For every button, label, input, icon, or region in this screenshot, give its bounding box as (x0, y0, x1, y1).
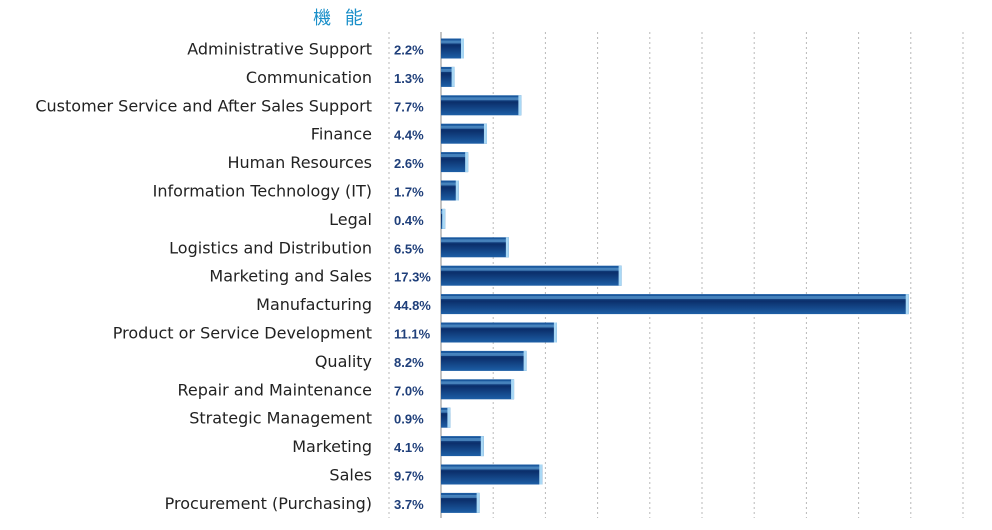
value-label: 0.9% (394, 412, 424, 427)
value-label: 7.0% (394, 383, 424, 398)
bar-end-cap (905, 294, 909, 315)
bar-highlight (441, 68, 455, 72)
bar-end-cap (523, 350, 527, 371)
bar-highlight (441, 154, 469, 158)
category-label: Marketing and Sales (209, 267, 372, 286)
bars (441, 38, 909, 513)
category-label: Finance (311, 125, 372, 144)
value-labels: 2.2% 1.3% 7.7% 4.4% 2.6% 1.7% 0.4% 6.5% 17.3% 44.… (394, 43, 431, 512)
bar-end-cap (451, 66, 455, 87)
bar-highlight (441, 494, 480, 498)
bar-highlight (441, 267, 622, 271)
value-label: 44.8% (394, 298, 431, 313)
category-label: Administrative Support (187, 40, 372, 59)
category-label: Procurement (Purchasing) (165, 494, 372, 513)
bar-end-cap (442, 208, 446, 229)
value-label: 2.2% (394, 43, 424, 58)
category-label: Quality (315, 352, 372, 371)
bar-highlight (441, 352, 527, 356)
category-label: Logistics and Distribution (169, 238, 372, 257)
bar-end-cap (505, 237, 509, 258)
category-label: Customer Service and After Sales Support (35, 96, 372, 115)
value-label: 11.1% (394, 327, 431, 342)
value-label: 4.4% (394, 128, 424, 143)
bar-end-cap (483, 123, 487, 144)
bar (441, 407, 451, 428)
value-label: 1.7% (394, 185, 424, 200)
category-label: Strategic Management (189, 409, 372, 428)
category-label: Product or Service Development (113, 324, 372, 343)
chart-title: 機 能 (313, 8, 367, 29)
bar-highlight (441, 438, 484, 442)
value-label: 3.7% (394, 497, 424, 512)
category-label: Repair and Maintenance (177, 380, 372, 399)
value-label: 8.2% (394, 355, 424, 370)
bar-end-cap (539, 464, 543, 485)
bar-highlight (441, 239, 509, 243)
category-label: Manufacturing (256, 295, 372, 314)
bar-highlight (441, 324, 557, 328)
category-labels: Administrative Support Communication Custo… (35, 40, 372, 513)
category-label: Sales (329, 466, 372, 485)
value-label: 7.7% (394, 99, 424, 114)
value-label: 6.5% (394, 241, 424, 256)
bar-end-cap (460, 38, 464, 59)
category-label: Information Technology (IT) (153, 182, 372, 201)
bar-highlight (441, 381, 515, 385)
bar-end-cap (447, 407, 451, 428)
bar-highlight (441, 182, 459, 186)
value-label: 9.7% (394, 469, 424, 484)
bar-end-cap (553, 322, 557, 343)
bar-end-cap (476, 492, 480, 513)
bar-end-cap (455, 180, 459, 201)
value-label: 2.6% (394, 156, 424, 171)
bar-highlight (441, 409, 451, 413)
bar-end-cap (480, 436, 484, 457)
value-label: 1.3% (394, 71, 424, 86)
bar-end-cap (618, 265, 622, 286)
bar-end-cap (518, 95, 522, 116)
bar-end-cap (465, 152, 469, 173)
category-label: Legal (329, 210, 372, 229)
bar-highlight (441, 466, 543, 470)
value-label: 0.4% (394, 213, 424, 228)
bar-end-cap (511, 379, 515, 400)
category-label: Marketing (292, 437, 372, 456)
bar-highlight (441, 296, 909, 300)
value-label: 4.1% (394, 440, 424, 455)
bar-highlight (441, 40, 464, 44)
category-label: Communication (246, 68, 372, 87)
bar-highlight (441, 125, 487, 129)
bar-highlight (441, 97, 522, 101)
category-label: Human Resources (228, 153, 373, 172)
value-label: 17.3% (394, 270, 431, 285)
